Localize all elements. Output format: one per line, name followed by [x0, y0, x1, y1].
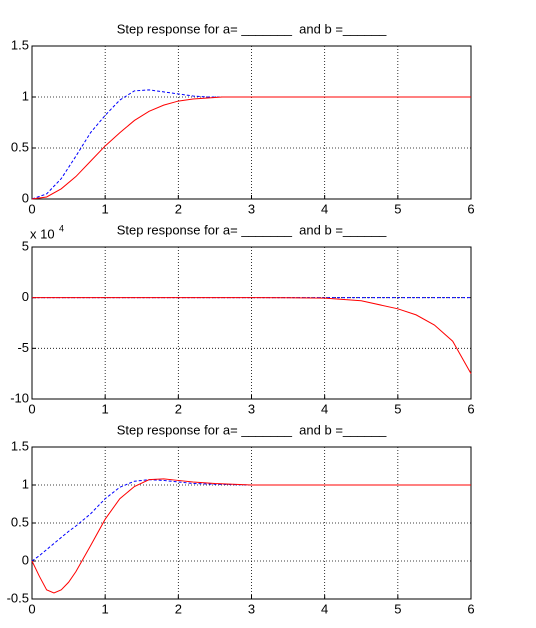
y-tick-label: 0 [22, 289, 29, 304]
x-tick-label: 2 [175, 201, 182, 216]
y-tick-label: 5 [22, 238, 29, 253]
y-tick-label: 0.5 [11, 139, 29, 154]
y-multiplier-exponent: 4 [59, 223, 64, 233]
y-tick-label: -0.5 [7, 590, 29, 605]
x-tick-label: 2 [175, 601, 182, 616]
x-tick-label: 4 [321, 201, 328, 216]
axes-frame [31, 45, 472, 200]
x-tick-label: 3 [248, 401, 255, 416]
y-tick-label: -5 [17, 340, 29, 355]
y-tick-label: 1.5 [11, 37, 29, 52]
x-tick-label: 4 [321, 401, 328, 416]
x-tick-label: 3 [248, 201, 255, 216]
chart-title: Step response for a= _______ and b =____… [117, 422, 387, 437]
x-tick-label: 2 [175, 401, 182, 416]
x-tick-label: 6 [467, 401, 474, 416]
x-tick-label: 0 [28, 401, 35, 416]
y-tick-label: 0 [22, 552, 29, 567]
chart-title: Step response for a= _______ and b =____… [117, 222, 387, 237]
x-tick-label: 5 [394, 401, 401, 416]
line-series [32, 297, 472, 374]
y-tick-label: 1.5 [11, 438, 29, 453]
y-tick-label: 1 [22, 476, 29, 491]
line-series [31, 478, 471, 594]
x-tick-label: 0 [28, 201, 35, 216]
y-tick-label: -10 [10, 390, 29, 405]
x-tick-label: 1 [102, 201, 109, 216]
x-tick-label: 6 [467, 601, 474, 616]
y-tick-label: 0.5 [11, 514, 29, 529]
chart-title: Step response for a= _______ and b =____… [117, 21, 387, 36]
y-multiplier: x 10 [30, 226, 55, 241]
x-tick-label: 1 [102, 401, 109, 416]
x-tick-label: 4 [321, 601, 328, 616]
x-tick-label: 1 [102, 601, 109, 616]
x-tick-label: 5 [394, 201, 401, 216]
x-tick-label: 3 [248, 601, 255, 616]
y-tick-label: 1 [22, 88, 29, 103]
x-tick-label: 6 [467, 201, 474, 216]
x-tick-label: 0 [28, 601, 35, 616]
x-tick-label: 5 [394, 601, 401, 616]
line-series [31, 96, 471, 200]
y-tick-label: 0 [22, 190, 29, 205]
